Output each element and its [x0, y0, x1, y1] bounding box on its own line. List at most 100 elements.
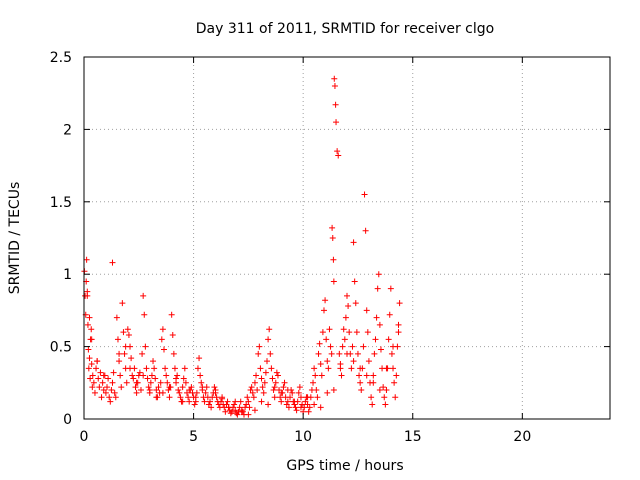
- data-point: [256, 343, 263, 350]
- data-point: [278, 389, 285, 396]
- data-point: [317, 404, 324, 411]
- data-point: [324, 389, 331, 396]
- data-point: [177, 394, 184, 401]
- data-point: [393, 372, 400, 379]
- data-point: [85, 365, 92, 372]
- data-point: [84, 321, 91, 328]
- data-point: [166, 384, 173, 391]
- data-point: [99, 379, 106, 386]
- data-point: [91, 389, 98, 396]
- data-point: [326, 326, 333, 333]
- data-point: [297, 404, 304, 411]
- data-point: [372, 336, 379, 343]
- data-point: [304, 394, 311, 401]
- data-point: [365, 358, 372, 365]
- data-point: [207, 398, 214, 405]
- data-point: [163, 372, 170, 379]
- y-tick-label: 0: [63, 412, 72, 428]
- data-point: [232, 398, 239, 405]
- data-point: [336, 350, 343, 357]
- data-point: [369, 401, 376, 408]
- x-tick-label: 5: [189, 429, 198, 445]
- data-point: [259, 384, 266, 391]
- data-point: [179, 384, 186, 391]
- data-point: [353, 329, 360, 336]
- data-point: [391, 379, 398, 386]
- data-point: [345, 303, 352, 310]
- data-point: [295, 389, 302, 396]
- data-point: [120, 329, 127, 336]
- data-point: [104, 384, 111, 391]
- y-tick-label: 2: [63, 122, 72, 138]
- data-point: [335, 152, 342, 159]
- data-point: [331, 82, 338, 89]
- data-point: [390, 365, 397, 372]
- data-point: [97, 369, 104, 376]
- data-point: [270, 387, 277, 394]
- data-point: [350, 239, 357, 246]
- data-point: [122, 343, 129, 350]
- data-point: [119, 300, 126, 307]
- data-point: [202, 389, 209, 396]
- data-point: [110, 369, 117, 376]
- data-point: [344, 350, 350, 357]
- data-point: [225, 404, 232, 411]
- data-point: [174, 372, 181, 379]
- data-point: [181, 365, 188, 372]
- data-point: [199, 384, 206, 391]
- data-point: [133, 389, 140, 396]
- x-axis-label: GPS time / hours: [286, 458, 403, 474]
- data-point: [185, 394, 192, 401]
- data-point: [306, 404, 313, 411]
- data-point: [145, 384, 152, 391]
- data-point: [168, 311, 175, 318]
- data-point: [363, 372, 370, 379]
- data-point: [395, 321, 402, 328]
- data-point: [237, 398, 244, 405]
- data-point: [192, 394, 199, 401]
- data-point: [94, 358, 101, 365]
- data-point: [250, 394, 257, 401]
- chart-title: Day 311 of 2011, SRMTID for receiver clg…: [196, 21, 494, 37]
- data-point: [180, 375, 187, 382]
- data-point: [201, 398, 208, 405]
- data-point: [313, 387, 320, 394]
- data-point: [330, 278, 337, 285]
- data-point: [310, 379, 317, 386]
- data-point: [175, 387, 182, 394]
- data-point: [271, 394, 278, 401]
- data-point: [342, 314, 349, 321]
- data-point: [124, 326, 131, 333]
- data-point: [146, 387, 153, 394]
- data-point: [232, 407, 239, 414]
- data-point: [93, 365, 100, 372]
- data-point: [323, 336, 330, 343]
- data-point: [364, 329, 371, 336]
- data-point: [320, 307, 327, 314]
- data-point: [170, 350, 177, 357]
- data-point: [360, 343, 367, 350]
- data-point: [173, 379, 180, 386]
- data-point: [375, 271, 382, 278]
- data-point: [117, 372, 124, 379]
- data-point: [196, 355, 203, 362]
- data-point: [231, 401, 238, 408]
- data-point: [129, 372, 136, 379]
- data-point: [289, 389, 296, 396]
- data-point: [141, 311, 148, 318]
- data-point: [297, 394, 304, 401]
- data-point: [224, 398, 231, 405]
- data-point: [88, 360, 95, 367]
- data-point: [258, 375, 265, 382]
- data-point: [246, 404, 253, 411]
- data-point: [382, 401, 389, 408]
- data-point: [249, 389, 256, 396]
- data-point: [329, 224, 336, 231]
- data-point: [395, 329, 402, 336]
- data-point: [392, 394, 399, 401]
- data-point: [370, 379, 377, 386]
- data-point: [169, 332, 176, 339]
- data-point: [296, 384, 303, 391]
- data-point: [96, 384, 103, 391]
- data-point: [386, 311, 393, 318]
